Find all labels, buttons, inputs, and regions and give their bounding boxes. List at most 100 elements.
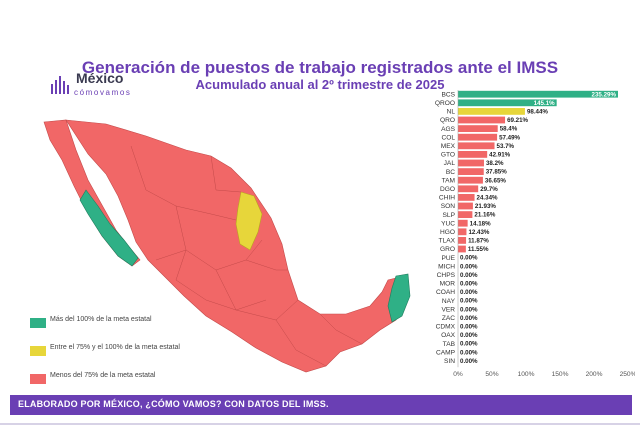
value-label: 0.00% — [460, 324, 478, 331]
category-label: COL — [441, 134, 455, 141]
category-label: SLP — [443, 212, 456, 219]
category-label: QROO — [435, 100, 455, 107]
category-label: GTO — [441, 152, 455, 159]
category-label: BC — [446, 169, 455, 176]
category-label: OAX — [441, 332, 456, 339]
value-label: 0.00% — [460, 289, 478, 296]
category-label: ZAC — [442, 315, 455, 322]
value-label: 24.34% — [477, 195, 498, 202]
logo-tagline: cómovamos — [74, 88, 132, 97]
bar — [458, 108, 525, 115]
value-label: 57.49% — [499, 134, 520, 141]
value-label: 12.43% — [468, 229, 489, 236]
category-label: CHIH — [439, 195, 455, 202]
category-label: COAH — [436, 289, 455, 296]
value-label: 58.4% — [500, 126, 518, 133]
legend-label: Entre el 75% y el 100% de la meta estata… — [50, 344, 180, 351]
value-label: 14.18% — [470, 220, 491, 227]
value-label: 37.85% — [486, 169, 507, 176]
bar — [458, 151, 488, 158]
category-label: SIN — [444, 358, 455, 365]
mexico-state-map — [43, 119, 411, 373]
category-label: DGO — [440, 186, 455, 193]
category-label: BCS — [441, 91, 455, 98]
category-label: TAB — [443, 341, 456, 348]
value-label: 0.00% — [460, 349, 478, 356]
value-label: 0.00% — [460, 306, 478, 313]
legend-item: Más del 100% de la meta estatal — [30, 315, 180, 341]
footer-text: ELABORADO POR MÉXICO, ¿CÓMO VAMOS? CON D… — [18, 399, 329, 409]
bar-chart: BCS 235.29% QROO 145.1% NL 98.44% QRO 69.21% AGS… — [435, 90, 635, 378]
map-nuevo-leon — [235, 191, 263, 251]
x-tick-label: 200% — [586, 371, 603, 378]
bar — [458, 185, 479, 193]
value-label: 0.00% — [460, 358, 478, 365]
category-label: JAL — [444, 160, 456, 167]
x-tick-label: 150% — [552, 371, 569, 378]
bar — [458, 237, 467, 244]
category-label: NL — [447, 109, 456, 116]
bar — [458, 90, 618, 98]
value-label: 11.55% — [468, 246, 489, 253]
value-label: 0.00% — [460, 281, 478, 288]
category-label: NAY — [442, 298, 456, 305]
map-baja-california — [43, 119, 141, 267]
value-label: 69.21% — [507, 117, 528, 124]
x-tick-label: 50% — [485, 371, 498, 378]
map-mainland — [65, 119, 409, 373]
bar — [458, 228, 467, 236]
category-label: QRO — [440, 117, 455, 124]
bar — [458, 159, 484, 167]
category-label: YUC — [441, 220, 455, 227]
legend-swatch-yellow — [30, 346, 46, 356]
value-label: 0.00% — [460, 272, 478, 279]
chart-subtitle: Acumulado anual al 2º trimestre de 2025 — [195, 77, 445, 92]
legend-swatch-red — [30, 374, 46, 384]
x-tick-label: 100% — [518, 371, 535, 378]
x-tick-label: 0% — [453, 371, 463, 378]
bar — [458, 125, 498, 132]
logo-name: México — [76, 70, 124, 86]
bar — [458, 142, 495, 150]
value-label: 21.93% — [475, 203, 496, 210]
value-label: 38.2% — [486, 160, 504, 167]
category-label: GRO — [440, 246, 455, 253]
value-label: 145.1% — [534, 100, 555, 107]
value-label: 235.29% — [592, 91, 617, 98]
bottom-divider — [0, 423, 640, 425]
bar — [458, 211, 473, 218]
value-label: 0.00% — [460, 332, 478, 339]
legend-item: Menos del 75% de la meta estatal — [30, 371, 180, 397]
bars-logo-icon — [51, 76, 69, 94]
value-label: 21.16% — [474, 212, 495, 219]
category-label: TAM — [442, 177, 455, 184]
category-label: CDMX — [436, 324, 456, 331]
bar — [458, 133, 498, 141]
category-label: PUE — [441, 255, 455, 262]
legend-label: Más del 100% de la meta estatal — [50, 316, 152, 323]
bar — [458, 99, 557, 107]
value-label: 0.00% — [460, 263, 478, 270]
category-label: CHPS — [437, 272, 456, 279]
value-label: 0.00% — [460, 315, 478, 322]
value-label: 29.7% — [480, 186, 498, 193]
category-label: HGO — [440, 229, 455, 236]
bar — [458, 219, 468, 227]
map-baja-california-sur — [79, 189, 139, 267]
value-label: 11.87% — [468, 238, 489, 245]
legend-swatch-green — [30, 318, 46, 328]
map-quintana-roo — [387, 273, 411, 323]
category-label: AGS — [441, 126, 456, 133]
value-label: 53.7% — [497, 143, 515, 150]
bar — [458, 116, 506, 124]
bar — [458, 194, 475, 201]
category-label: MEX — [441, 143, 456, 150]
value-label: 0.00% — [460, 341, 478, 348]
category-label: VER — [441, 306, 455, 313]
value-label: 0.00% — [460, 298, 478, 305]
category-label: TLAX — [439, 238, 456, 245]
value-label: 42.91% — [489, 152, 510, 159]
bar — [458, 176, 483, 184]
bar — [458, 202, 473, 210]
x-tick-label: 250% — [620, 371, 635, 378]
